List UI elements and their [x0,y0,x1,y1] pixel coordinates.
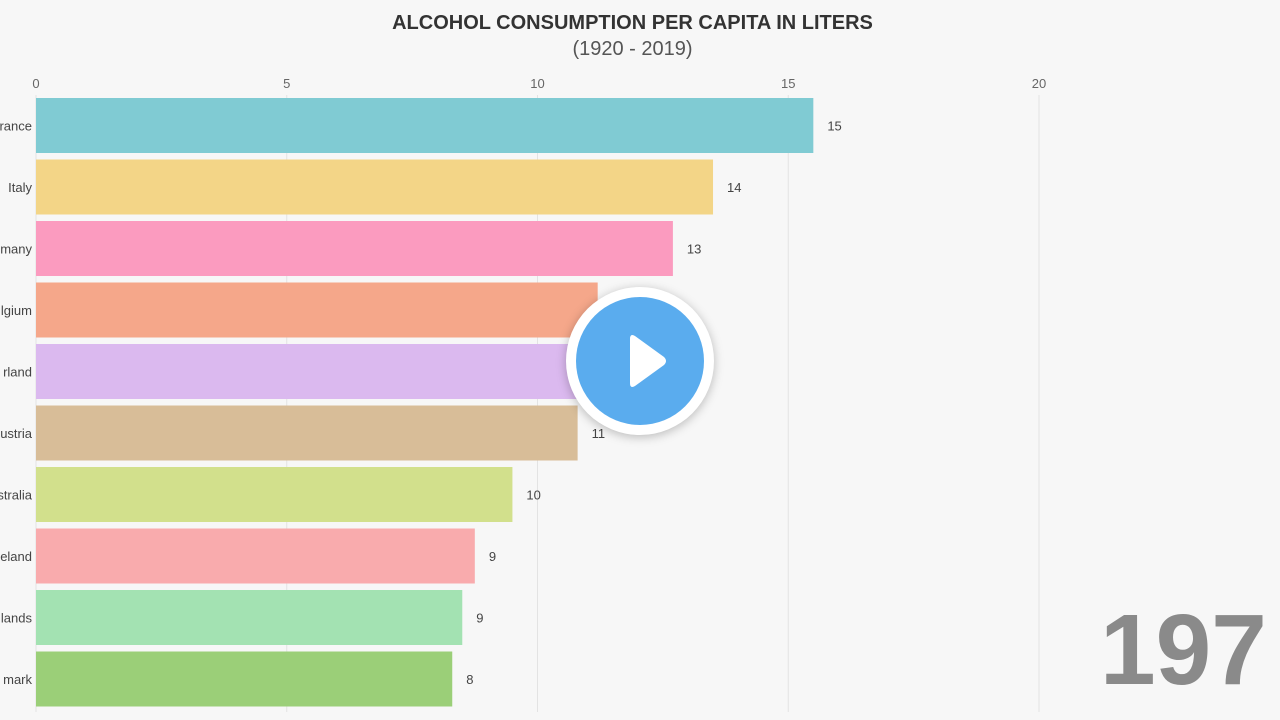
category-label: lgium [1,303,32,318]
category-label: rance [0,119,32,134]
bar [36,467,513,522]
bar [36,590,463,645]
chart-subtitle: (1920 - 2019) [572,38,693,60]
value-label: 8 [466,672,473,687]
category-label: ustria [0,426,33,441]
bar [36,282,598,338]
x-tick-label: 0 [32,76,39,91]
bar [36,405,578,461]
category-label: stralia [0,488,33,503]
bar [36,528,475,584]
category-label: mark [3,672,32,687]
x-tick-label: 5 [283,76,290,91]
chart-title: ALCOHOL CONSUMPTION PER CAPITA IN LITERS [392,12,873,34]
x-tick-label: 10 [530,76,544,91]
category-label: Italy [8,180,32,195]
play-icon [630,335,666,387]
bar [36,98,814,153]
category-label: lands [1,611,33,626]
category-label: many [0,242,32,257]
x-tick-label: 15 [781,76,795,91]
value-label: 15 [827,119,841,134]
category-label: rland [3,365,32,380]
bar [36,651,453,707]
value-label: 10 [526,488,540,503]
play-button[interactable] [566,287,714,435]
bar [36,344,588,399]
value-label: 9 [489,549,496,564]
value-label: 14 [727,180,741,195]
play-button-face [576,297,704,425]
value-label: 9 [476,611,483,626]
bar [36,159,714,215]
x-tick-label: 20 [1032,76,1046,91]
value-label: 13 [687,242,701,257]
category-label: eland [0,549,32,564]
bar [36,221,673,276]
value-label: 11 [592,426,606,441]
year-counter: 197 [1100,594,1267,706]
